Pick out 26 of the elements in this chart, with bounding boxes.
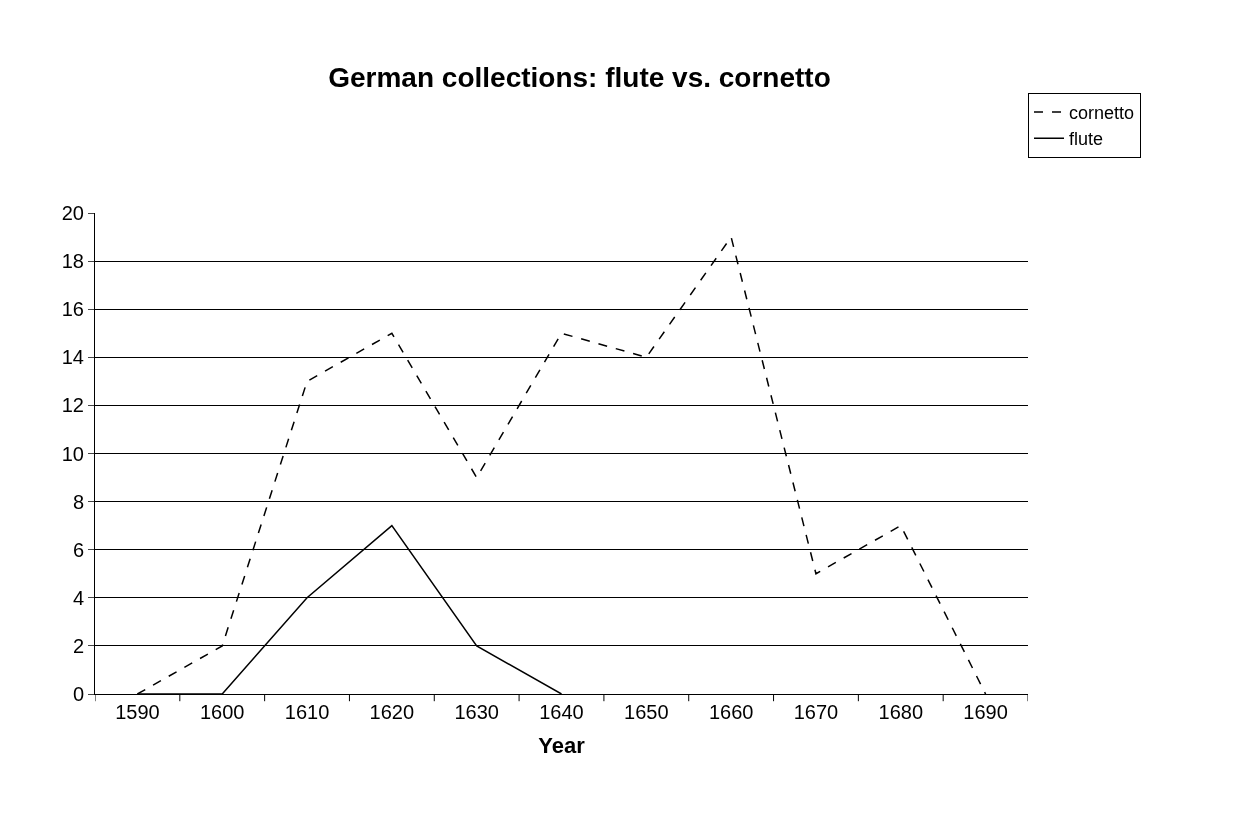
x-tick-label: 1600 bbox=[199, 701, 245, 723]
legend-label: flute bbox=[1069, 129, 1104, 150]
y-tick-label: 0 bbox=[72, 683, 84, 705]
legend-label: cornetto bbox=[1069, 102, 1135, 123]
chart-title: German collections: flute vs. cornetto bbox=[328, 61, 831, 93]
x-tick-label: 1620 bbox=[369, 701, 415, 723]
x-tick-label: 1660 bbox=[708, 701, 754, 723]
x-tick-label: 1640 bbox=[539, 701, 584, 723]
y-tick-label: 18 bbox=[61, 250, 84, 273]
y-tick-label: 2 bbox=[72, 634, 84, 657]
y-tick-label: 14 bbox=[61, 346, 84, 369]
y-tick-label: 6 bbox=[72, 538, 84, 561]
y-tick-label: 8 bbox=[72, 490, 84, 513]
x-tick-label: 1610 bbox=[284, 701, 330, 723]
x-tick-label: 1690 bbox=[963, 701, 1008, 723]
y-tick-label: 16 bbox=[61, 298, 84, 321]
y-tick-label: 4 bbox=[72, 586, 84, 609]
x-tick-label: 1670 bbox=[793, 701, 839, 723]
x-tick-label: 1650 bbox=[624, 701, 669, 723]
x-tick-label: 1630 bbox=[454, 701, 499, 723]
x-axis-title: Year bbox=[538, 732, 586, 758]
y-tick-label: 20 bbox=[61, 202, 84, 224]
x-tick-label: 1680 bbox=[878, 701, 924, 723]
y-tick-label: 10 bbox=[61, 442, 84, 465]
y-tick-label: 12 bbox=[61, 394, 84, 417]
x-tick-label: 1590 bbox=[115, 701, 160, 723]
